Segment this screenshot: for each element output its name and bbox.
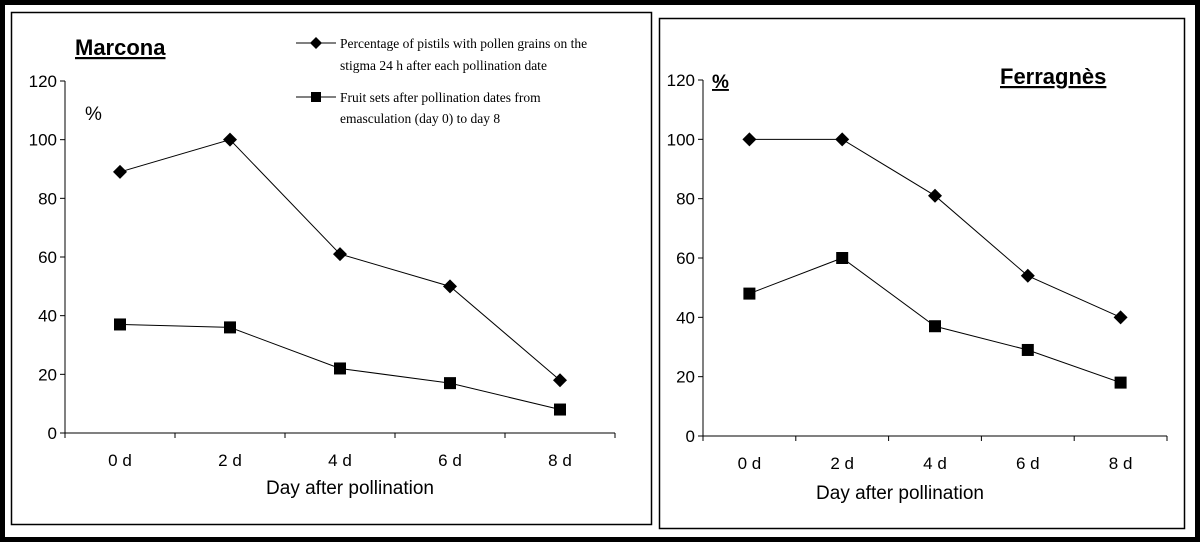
right-square-point bbox=[836, 252, 849, 264]
left-x-tick-label: 2 d bbox=[218, 451, 242, 470]
right-diamond-point bbox=[1113, 310, 1128, 325]
right-plot: 0 20 40 60 80 100 120 0 d 2 d 4 d 6 d 8 d bbox=[667, 71, 1168, 473]
left-diamond-point bbox=[553, 373, 567, 388]
left-x-tick-label: 8 d bbox=[548, 451, 572, 470]
left-chart-title: Marcona bbox=[75, 35, 166, 60]
legend-diamond-marker bbox=[310, 37, 322, 49]
left-square-point bbox=[114, 318, 126, 331]
right-chart-title: Ferragnès bbox=[1000, 64, 1106, 89]
right-panel-border bbox=[658, 17, 1186, 530]
legend-text-pistils-line1: Percentage of pistils with pollen grains… bbox=[340, 36, 587, 51]
right-diamond-point bbox=[1020, 268, 1035, 283]
right-x-tick-label: 6 d bbox=[1016, 454, 1040, 473]
left-square-point bbox=[444, 377, 456, 390]
right-square-point bbox=[1114, 376, 1127, 389]
left-square-point bbox=[224, 321, 236, 334]
left-diamond-point bbox=[333, 247, 347, 262]
left-square-point bbox=[334, 362, 346, 375]
right-square-point bbox=[929, 320, 941, 333]
left-y-tick-label: 40 bbox=[38, 307, 57, 326]
right-y-tick-label: 0 bbox=[686, 427, 695, 446]
left-y-tick-label: 60 bbox=[38, 248, 57, 267]
right-x-tick-label: 2 d bbox=[830, 454, 854, 473]
right-series-line-diamond bbox=[749, 138, 1121, 318]
right-y-tick-label: 80 bbox=[676, 190, 695, 209]
right-diamond-point bbox=[928, 188, 942, 203]
right-square-point bbox=[1021, 343, 1034, 356]
left-panel-border bbox=[10, 11, 653, 526]
right-diamond-point bbox=[835, 132, 850, 147]
legend: Percentage of pistils with pollen grains… bbox=[296, 36, 587, 126]
right-x-axis-label: Day after pollination bbox=[816, 483, 984, 504]
left-diamond-point bbox=[443, 279, 457, 294]
right-diamond-point bbox=[742, 132, 757, 147]
left-plot: 0 20 40 60 80 100 120 0 d 2 d 4 d 6 d 8 d bbox=[29, 72, 616, 470]
left-y-tick-label: 120 bbox=[29, 72, 57, 91]
right-y-tick-label: 20 bbox=[676, 368, 695, 387]
left-y-tick-label: 20 bbox=[38, 365, 57, 384]
right-x-tick-label: 0 d bbox=[738, 454, 762, 473]
left-square-point bbox=[554, 403, 566, 416]
right-y-tick-label: 60 bbox=[676, 249, 695, 268]
left-y-tick-label: 0 bbox=[48, 424, 57, 443]
left-diamond-point bbox=[223, 132, 237, 147]
legend-text-fruitset-line2: emasculation (day 0) to day 8 bbox=[340, 111, 500, 126]
legend-text-pistils-line2: stigma 24 h after each pollination date bbox=[340, 58, 547, 73]
right-x-tick-label: 4 d bbox=[923, 454, 947, 473]
left-y-tick-label: 80 bbox=[38, 189, 57, 208]
right-y-axis-label: % bbox=[712, 72, 729, 93]
left-y-tick-label: 100 bbox=[29, 131, 57, 150]
right-square-point bbox=[743, 287, 756, 300]
right-x-tick-label: 8 d bbox=[1109, 454, 1133, 473]
left-diamond-point bbox=[113, 164, 127, 179]
right-y-tick-label: 120 bbox=[667, 71, 695, 90]
legend-square-marker bbox=[311, 92, 321, 102]
left-x-tick-label: 6 d bbox=[438, 451, 462, 470]
left-x-axis-label: Day after pollination bbox=[266, 478, 434, 499]
right-y-tick-label: 100 bbox=[667, 130, 695, 149]
left-y-axis-label: % bbox=[85, 104, 102, 125]
legend-text-fruitset-line1: Fruit sets after pollination dates from bbox=[340, 90, 541, 105]
left-x-tick-label: 0 d bbox=[108, 451, 132, 470]
left-x-tick-label: 4 d bbox=[328, 451, 352, 470]
right-y-tick-label: 40 bbox=[676, 308, 695, 327]
